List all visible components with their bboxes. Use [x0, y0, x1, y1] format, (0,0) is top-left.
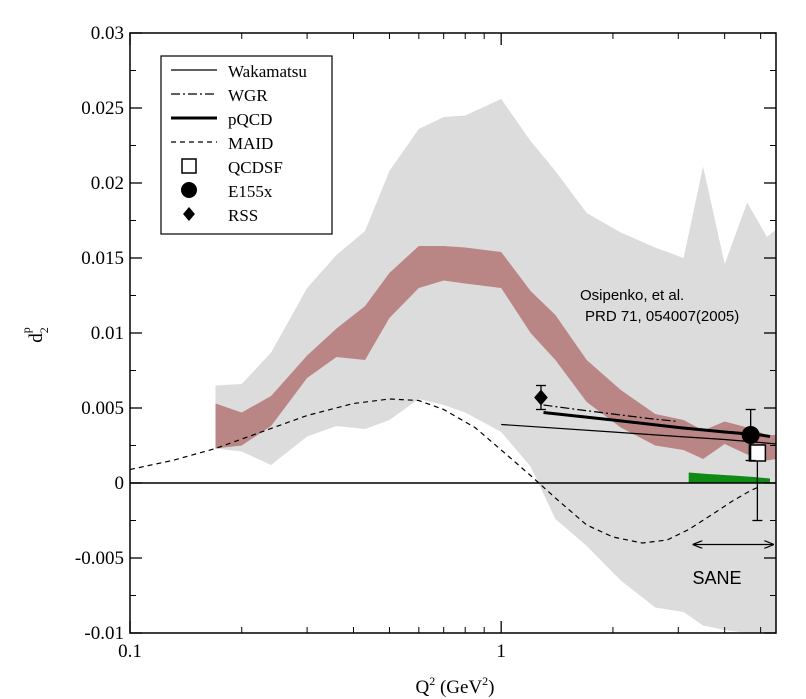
y-tick-label: 0 [115, 473, 125, 494]
legend-symbol-qcdsf [181, 158, 197, 174]
y-axis-label-base: d [26, 333, 47, 343]
legend-symbols [171, 69, 217, 221]
legend-label-wakamatsu: Wakamatsu [228, 62, 307, 81]
legend-symbol-rss [183, 207, 195, 221]
legend-label-qcdsf: QCDSF [228, 158, 283, 177]
legend-label-e155x: E155x [228, 182, 273, 201]
osipenko-annotation-line1: Osipenko, et al. [580, 287, 684, 304]
y-tick-label: -0.005 [75, 548, 124, 569]
series-line-wakamatsu [501, 423, 776, 445]
y-tick-label: 0.03 [91, 23, 124, 44]
y-tick-label: 0.02 [91, 173, 124, 194]
data-point-rss [534, 389, 548, 406]
series-layer [130, 398, 776, 544]
osipenko-annotation-line2: PRD 71, 054007(2005) [585, 308, 739, 325]
y-tick-label: 0.015 [81, 248, 124, 269]
data-point-e155x [741, 426, 760, 444]
y-tick-label: -0.01 [84, 623, 124, 644]
x-tick-label: 1 [496, 641, 506, 662]
svg-text:d2p: d2p [19, 327, 51, 343]
legend-label-maid: MAID [228, 134, 273, 153]
y-axis-label: d2p [19, 327, 51, 343]
red-uncertainty-band [215, 246, 776, 461]
legend-label-pqcd: pQCD [228, 110, 272, 129]
y-tick-label: 0.01 [91, 323, 124, 344]
legend-label-wgr: WGR [228, 86, 268, 105]
legend: Wakamatsu WGR pQCD MAID QCDSF E155x RSS [160, 55, 333, 235]
y-axis-label-sup: p [19, 327, 33, 333]
series-line-maid [130, 398, 758, 544]
plot-area [130, 99, 776, 633]
x-axis-label-unit: (GeV [435, 677, 482, 698]
ticks-layer: 0.03 0.025 0.02 0.015 0.01 0.005 0 -0.005 -0.010… [75, 23, 776, 662]
y-tick-label: 0.005 [81, 398, 124, 419]
x-axis-label-sup: 2 [429, 674, 435, 688]
x-axis-label-unit-sup: 2 [482, 674, 488, 688]
series-line-wgr [543, 404, 679, 423]
data-point-qcdsf [748, 444, 767, 462]
legend-symbol-e155x [181, 182, 197, 198]
legend-label-rss: RSS [228, 206, 258, 225]
y-axis-label-sub: 2 [37, 327, 51, 333]
y-tick-label: 0.025 [81, 98, 124, 119]
sane-label: SANE [692, 568, 741, 588]
series-line-pqcd [543, 411, 771, 438]
legend-box [160, 55, 333, 235]
green-band [688, 472, 770, 483]
x-axis-label: Q2 (GeV2) [415, 674, 494, 698]
x-tick-label: 0.1 [118, 641, 142, 662]
grey-uncertainty-band [215, 99, 776, 633]
points-layer [534, 384, 767, 522]
x-axis-label-unit-close: ) [488, 677, 494, 698]
x-axis-label-base: Q [415, 677, 429, 698]
